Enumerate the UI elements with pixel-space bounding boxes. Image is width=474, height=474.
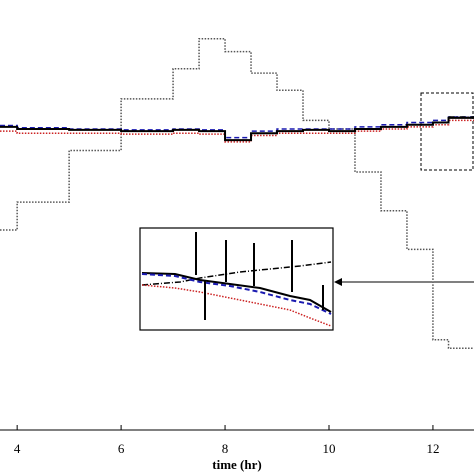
arrow-head xyxy=(334,278,342,286)
series-line xyxy=(0,116,474,142)
inset-line xyxy=(141,284,332,327)
inset-frame xyxy=(139,227,334,331)
zoom-region xyxy=(420,92,474,171)
x-tick-label: 10 xyxy=(322,441,335,456)
x-tick-label: 12 xyxy=(426,441,439,456)
x-tick-label: 6 xyxy=(118,441,125,456)
series-line xyxy=(448,116,474,118)
inset xyxy=(139,227,334,331)
x-axis-label: time (hr) xyxy=(212,457,261,472)
inset-line xyxy=(141,272,332,313)
x-tick-label: 8 xyxy=(222,441,229,456)
series-line xyxy=(0,37,474,350)
x-tick-label: 4 xyxy=(14,441,21,456)
series-line xyxy=(0,118,474,143)
inset-line xyxy=(141,273,332,315)
inset-spike xyxy=(195,232,324,320)
inset-line xyxy=(141,261,332,286)
